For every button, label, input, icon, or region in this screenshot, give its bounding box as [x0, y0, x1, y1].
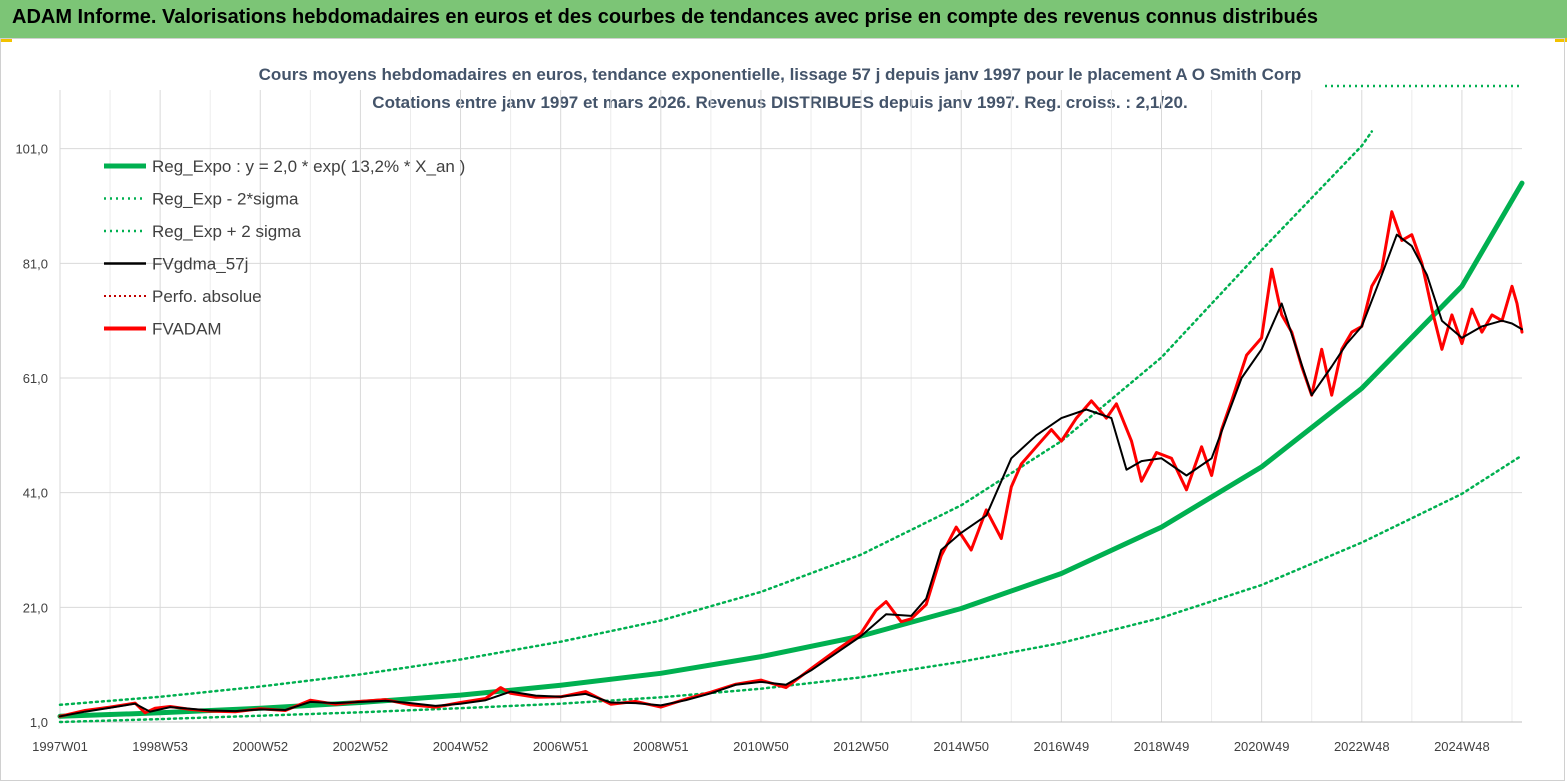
series-line-4: [58, 210, 1524, 718]
legend-label: Perfo. absolue: [152, 287, 262, 306]
chart-subtitle: Cotations entre janv 1997 et mars 2026. …: [372, 93, 1187, 112]
x-tick-label: 2012W50: [833, 739, 889, 754]
series-line-0: [57, 180, 1525, 719]
y-tick-label: 21,0: [23, 600, 48, 615]
x-tick-label: 2018W49: [1134, 739, 1190, 754]
axes: 1,0 21,0 41,0 61,0 81,0 101,0 1997W01 1998W53 20…: [15, 142, 1522, 754]
legend-label: Reg_Expo : y = 2,0 * exp( 13,2% * X_an ): [152, 157, 465, 176]
corner-marker-right: [1555, 38, 1567, 42]
series-line-3: [59, 233, 1523, 718]
series-line-2: [58, 130, 1374, 707]
header-banner: ADAM Informe. Valorisations hebdomadaire…: [0, 0, 1567, 38]
x-tick-label: 2002W52: [333, 739, 389, 754]
x-tick-label: 2006W51: [533, 739, 589, 754]
x-tick-label: 2016W49: [1034, 739, 1090, 754]
y-tick-label: 1,0: [30, 715, 48, 730]
x-tick-label: 1997W01: [32, 739, 88, 754]
legend-label: FVADAM: [152, 320, 222, 339]
page-title: ADAM Informe. Valorisations hebdomadaire…: [12, 6, 1318, 28]
legend-label: FVgdma_57j: [152, 255, 248, 274]
y-tick-label: 41,0: [23, 486, 48, 501]
x-tick-label: 2020W49: [1234, 739, 1290, 754]
x-tick-label: 2024W48: [1434, 739, 1490, 754]
x-tick-label: 2014W50: [933, 739, 989, 754]
legend-label: Reg_Exp + 2 sigma: [152, 222, 301, 241]
y-tick-label: 61,0: [23, 371, 48, 386]
y-tick-label: 81,0: [23, 256, 48, 271]
y-tick-label: 101,0: [15, 142, 48, 157]
x-tick-label: 2008W51: [633, 739, 689, 754]
series-line-1: [58, 454, 1524, 724]
chart-title: Cours moyens hebdomadaires en euros, ten…: [259, 65, 1302, 84]
legend-label: Reg_Exp - 2*sigma: [152, 190, 299, 209]
x-tick-label: 1998W53: [132, 739, 188, 754]
x-tick-label: 2004W52: [433, 739, 489, 754]
x-tick-label: 2022W48: [1334, 739, 1390, 754]
grid: [59, 90, 1522, 723]
corner-marker-left: [0, 38, 12, 42]
series-lines: [57, 84, 1525, 724]
legend: Reg_Expo : y = 2,0 * exp( 13,2% * X_an )…: [104, 157, 465, 339]
chart-frame: [0, 38, 1565, 781]
x-tick-label: 2010W50: [733, 739, 789, 754]
x-tick-label: 2000W52: [232, 739, 288, 754]
